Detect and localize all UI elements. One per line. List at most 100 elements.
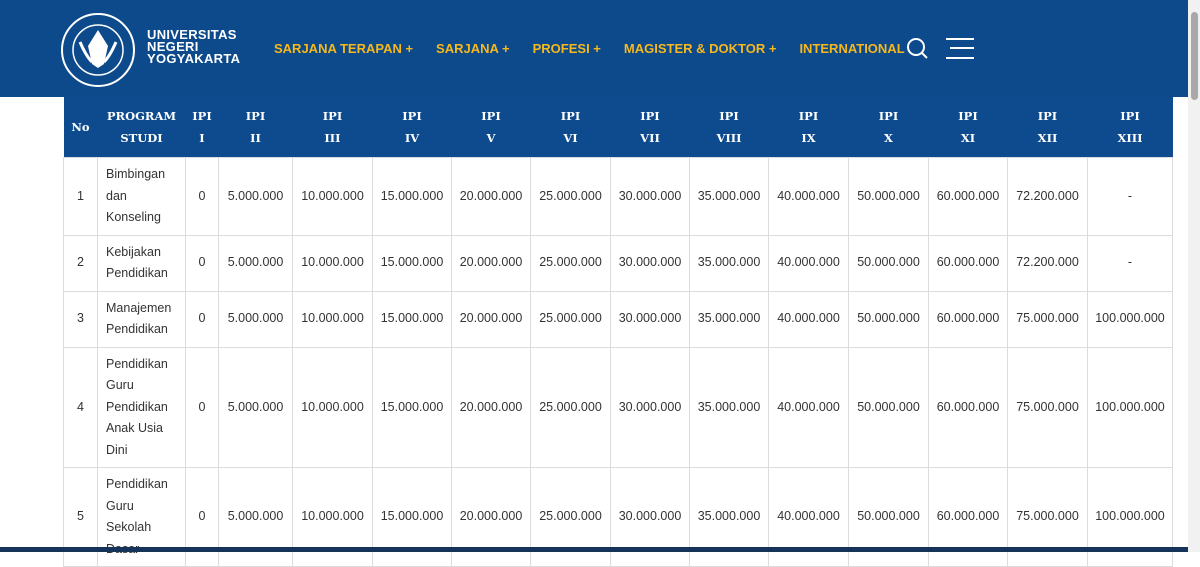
column-header: IPI VIII <box>689 97 769 158</box>
column-header-text: IPI XIII <box>1117 109 1143 145</box>
fee-cell: 40.000.000 <box>768 290 849 348</box>
column-header-text: IPI IV <box>402 109 422 145</box>
brand[interactable]: UNIVERSITAS NEGERI YOGYAKARTA <box>147 27 241 66</box>
program-cell: Bimbingan dan Konseling <box>97 157 186 236</box>
fee-cell: 25.000.000 <box>530 290 611 348</box>
fee-cell: 30.000.000 <box>610 290 690 348</box>
column-header: IPI XIII <box>1087 97 1173 158</box>
fee-cell: 60.000.000 <box>928 290 1008 348</box>
fee-cell: 35.000.000 <box>689 290 769 348</box>
fee-cell: 0 <box>185 290 219 348</box>
fee-cell: 5.000.000 <box>218 234 293 292</box>
program-cell: Kebijakan Pendidikan <box>97 234 186 292</box>
nav-item[interactable]: INTERNATIONAL <box>799 41 905 56</box>
fee-cell: 30.000.000 <box>610 157 690 236</box>
fee-cell: 72.200.000 <box>1007 157 1088 236</box>
column-header: IPI XII <box>1007 97 1088 158</box>
footer-band <box>0 547 1188 552</box>
fee-cell: 35.000.000 <box>689 157 769 236</box>
column-header-text: IPI VI <box>560 109 581 145</box>
fee-cell: 40.000.000 <box>768 157 849 236</box>
fee-cell: 25.000.000 <box>530 157 611 236</box>
fee-cell: 10.000.000 <box>292 234 373 292</box>
column-header: IPI V <box>451 97 531 158</box>
column-header: IPI III <box>292 97 373 158</box>
row-number: 1 <box>63 157 98 236</box>
column-header: PROGRAM STUDI <box>97 97 186 158</box>
fee-cell: 15.000.000 <box>372 290 452 348</box>
menu-icon[interactable] <box>946 38 974 59</box>
fee-cell: - <box>1087 157 1173 236</box>
column-header: IPI X <box>848 97 929 158</box>
program-name: Manajemen Pendidikan <box>106 300 172 337</box>
column-header-text: IPI II <box>245 109 266 145</box>
fee-cell: 5.000.000 <box>218 290 293 348</box>
table-row: 4 Pendidikan Guru Pendidikan Anak Usia Di… <box>63 346 1173 468</box>
table-row: 2 Kebijakan Pendidikan 0 5.000.000 10.000.00… <box>63 234 1173 292</box>
logo[interactable] <box>58 12 138 88</box>
table-wrap: No PROGRAM STUDI IPI I IPI II IPI III IPI IV I… <box>63 97 1173 567</box>
column-header: IPI VII <box>610 97 690 158</box>
fee-cell: 20.000.000 <box>451 346 531 468</box>
program-name: Pendidikan Guru Pendidikan Anak Usia Din… <box>106 356 168 457</box>
column-header-text: No <box>71 120 90 134</box>
column-header: IPI IX <box>768 97 849 158</box>
column-header: IPI VI <box>530 97 611 158</box>
program-cell: Manajemen Pendidikan <box>97 290 186 348</box>
fee-cell: - <box>1087 234 1173 292</box>
brand-line: UNIVERSITAS <box>147 27 237 42</box>
fee-cell: 60.000.000 <box>928 346 1008 468</box>
fee-cell: 100.000.000 <box>1087 290 1173 348</box>
nav-item[interactable]: PROFESI + <box>532 41 601 56</box>
table-body: 1 Bimbingan dan Konseling 0 5.000.000 10.000… <box>63 157 1173 567</box>
table-row: 1 Bimbingan dan Konseling 0 5.000.000 10.000… <box>63 157 1173 236</box>
fee-cell: 40.000.000 <box>768 346 849 468</box>
column-header: IPI I <box>185 97 219 158</box>
nav: SARJANA TERAPAN + SARJANA + PROFESI + MAGIS… <box>274 41 905 56</box>
fee-cell: 75.000.000 <box>1007 290 1088 348</box>
row-number: 4 <box>63 346 98 468</box>
program-name: Kebijakan Pendidikan <box>106 244 168 281</box>
fee-cell: 10.000.000 <box>292 290 373 348</box>
fee-cell: 25.000.000 <box>530 234 611 292</box>
nav-item[interactable]: MAGISTER & DOKTOR + <box>623 41 777 56</box>
fee-cell: 30.000.000 <box>610 346 690 468</box>
scrollbar-thumb[interactable] <box>1191 12 1198 100</box>
column-header: IPI II <box>218 97 293 158</box>
fee-cell: 60.000.000 <box>928 157 1008 236</box>
fee-cell: 72.200.000 <box>1007 234 1088 292</box>
brand-line: YOGYAKARTA <box>147 51 241 66</box>
column-header: No <box>63 97 98 158</box>
fee-cell: 10.000.000 <box>292 346 373 468</box>
nav-item[interactable]: SARJANA + <box>436 41 510 56</box>
fee-cell: 50.000.000 <box>848 234 929 292</box>
fee-cell: 15.000.000 <box>372 346 452 468</box>
header-row: No PROGRAM STUDI IPI I IPI II IPI III IPI IV I… <box>63 97 1173 158</box>
row-number: 3 <box>63 290 98 348</box>
column-header-text: IPI III <box>322 109 343 145</box>
search-icon[interactable] <box>907 38 928 59</box>
program-cell: Pendidikan Guru Pendidikan Anak Usia Din… <box>97 346 186 468</box>
fee-cell: 5.000.000 <box>218 157 293 236</box>
column-header-text: IPI VIII <box>716 109 742 145</box>
column-header-text: IPI I <box>192 109 212 145</box>
scrollbar[interactable] <box>1188 0 1200 552</box>
column-header-text: IPI XII <box>1037 109 1058 145</box>
brand-line: NEGERI <box>147 39 199 54</box>
program-name: Bimbingan dan Konseling <box>106 167 166 224</box>
fee-cell: 25.000.000 <box>530 346 611 468</box>
column-header-text: IPI VII <box>640 109 660 145</box>
fee-cell: 50.000.000 <box>848 290 929 348</box>
site-header: UNIVERSITAS NEGERI YOGYAKARTA SARJANA TE… <box>0 0 1188 97</box>
column-header-text: IPI X <box>878 109 899 145</box>
fee-cell: 60.000.000 <box>928 234 1008 292</box>
fee-cell: 15.000.000 <box>372 234 452 292</box>
fee-cell: 50.000.000 <box>848 157 929 236</box>
fee-cell: 35.000.000 <box>689 346 769 468</box>
fee-cell: 20.000.000 <box>451 157 531 236</box>
nav-item[interactable]: SARJANA TERAPAN + <box>274 41 414 56</box>
fee-cell: 15.000.000 <box>372 157 452 236</box>
column-header: IPI IV <box>372 97 452 158</box>
table-row: 3 Manajemen Pendidikan 0 5.000.000 10.000.00… <box>63 290 1173 348</box>
